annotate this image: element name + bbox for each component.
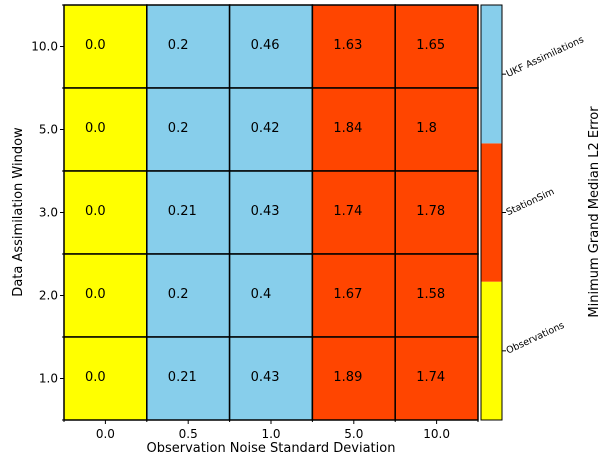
y-tick-label: 5.0 bbox=[39, 123, 58, 137]
cell-value-label: 0.46 bbox=[251, 38, 280, 53]
cell-value-label: 0.2 bbox=[168, 287, 189, 302]
y-axis-label: Data Assimilation Window bbox=[11, 127, 26, 297]
x-tick-label: 1.0 bbox=[261, 427, 280, 441]
y-tick-label: 1.0 bbox=[39, 372, 58, 386]
heatmap-cell bbox=[228, 336, 314, 421]
y-tick-label: 3.0 bbox=[39, 206, 58, 220]
heatmap-cell bbox=[63, 336, 148, 421]
colorbar-frame bbox=[480, 4, 503, 421]
cell-value-label: 1.78 bbox=[416, 204, 445, 219]
colorbar-segment bbox=[481, 281, 502, 420]
colorbar-tick-label: Observations bbox=[505, 320, 567, 357]
cell-value-label: 0.43 bbox=[251, 370, 280, 385]
colorbar-tick-label: StationSim bbox=[505, 186, 557, 218]
colorbar-segment bbox=[481, 143, 502, 282]
colorbar-tick-label: UKF Assimilations bbox=[505, 34, 586, 80]
colorbar-segment bbox=[481, 5, 502, 144]
cell-value-label: 0.0 bbox=[85, 38, 106, 53]
heatmap-cell bbox=[146, 336, 231, 421]
cell-value-label: 1.74 bbox=[333, 204, 362, 219]
cell-value-label: 1.63 bbox=[333, 38, 362, 53]
cell-value-label: 1.89 bbox=[333, 370, 362, 385]
heatmap-cell bbox=[228, 87, 314, 172]
cell-value-label: 1.84 bbox=[333, 121, 362, 136]
cell-value-label: 0.21 bbox=[168, 204, 197, 219]
x-tick-label: 0.5 bbox=[179, 427, 198, 441]
heatmap-cell bbox=[228, 253, 314, 338]
cell-value-label: 0.42 bbox=[251, 121, 280, 136]
x-tick-label: 5.0 bbox=[344, 427, 363, 441]
y-tick-label: 10.0 bbox=[31, 40, 58, 54]
x-tick-label: 10.0 bbox=[423, 427, 450, 441]
cell-value-label: 1.65 bbox=[416, 38, 445, 53]
cell-value-label: 0.2 bbox=[168, 38, 189, 53]
cell-value-label: 0.21 bbox=[168, 370, 197, 385]
cell-value-label: 0.0 bbox=[85, 370, 106, 385]
cell-value-label: 0.4 bbox=[251, 287, 272, 302]
y-tick-label: 2.0 bbox=[39, 289, 58, 303]
colorbar: Observations StationSim UKF Assimilations bbox=[480, 4, 586, 421]
cell-value-label: 1.67 bbox=[333, 287, 362, 302]
colorbar-label: Minimum Grand Median L2 Error bbox=[587, 106, 602, 318]
heatmap-cell-labels: 0.0 0.2 0.46 1.63 1.65 0.0 0.2 0.42 1.84 1.8 0.0 0.… bbox=[85, 38, 445, 385]
heatmap-cell bbox=[311, 170, 396, 255]
heatmap-cell bbox=[146, 253, 231, 338]
heatmap-cell bbox=[146, 4, 231, 89]
cell-value-label: 0.2 bbox=[168, 121, 189, 136]
heatmap-cells bbox=[63, 4, 479, 421]
x-tick-label: 0.0 bbox=[96, 427, 115, 441]
heatmap-cell bbox=[394, 87, 479, 172]
heatmap-cell bbox=[394, 253, 479, 338]
x-axis-label: Observation Noise Standard Deviation bbox=[147, 441, 396, 456]
x-axis-ticks: 0.0 0.5 1.0 5.0 10.0 bbox=[63, 420, 479, 441]
cell-value-label: 0.0 bbox=[85, 121, 106, 136]
heatmap-cell bbox=[394, 336, 479, 421]
cell-value-label: 0.0 bbox=[85, 287, 106, 302]
cell-value-label: 0.0 bbox=[85, 204, 106, 219]
cell-value-label: 1.74 bbox=[416, 370, 445, 385]
cell-value-label: 1.58 bbox=[416, 287, 445, 302]
cell-value-label: 1.8 bbox=[416, 121, 437, 136]
cell-value-label: 0.43 bbox=[251, 204, 280, 219]
heatmap-cell bbox=[311, 253, 396, 338]
heatmap-cell bbox=[146, 170, 231, 255]
heatmap-cell bbox=[63, 4, 148, 89]
y-axis-ticks: 10.0 5.0 3.0 2.0 1.0 bbox=[31, 4, 64, 421]
